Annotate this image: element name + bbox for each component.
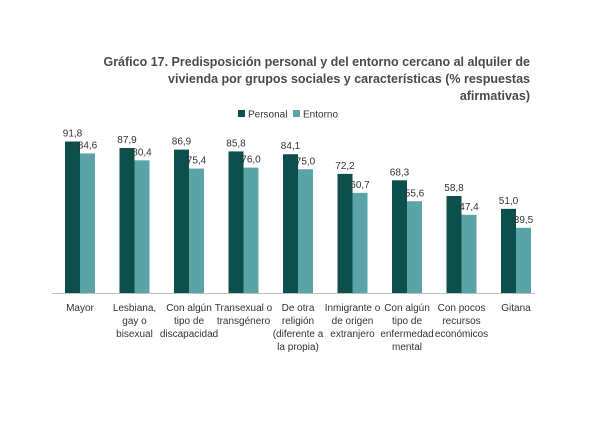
value-label-entorno-8: 39,5 bbox=[514, 215, 534, 226]
chart-title-line-1: Gráfico 17. Predisposición personal y de… bbox=[103, 55, 530, 69]
chart-title-line-2: vivienda por grupos sociales y caracterí… bbox=[168, 72, 530, 103]
x-tick-label-4: De otra religión (diferente a la propia) bbox=[273, 303, 324, 353]
value-label-personal-2: 86,9 bbox=[172, 137, 192, 148]
x-tick-label-7: Con pocos recursos económicos bbox=[435, 303, 488, 340]
value-label-entorno-5: 60,7 bbox=[350, 180, 370, 191]
bar-entorno-7 bbox=[461, 214, 477, 293]
bar-entorno-5 bbox=[352, 192, 368, 293]
bar-entorno-2 bbox=[189, 168, 204, 293]
bar-entorno-4 bbox=[298, 169, 313, 293]
value-label-personal-5: 72,2 bbox=[335, 161, 355, 172]
x-tick-label-0: Mayor bbox=[66, 303, 94, 314]
bar-personal-7 bbox=[446, 195, 462, 293]
chart-title: Gráfico 17. Predisposición personal y de… bbox=[100, 54, 530, 105]
value-label-personal-8: 51,0 bbox=[499, 196, 519, 207]
legend-swatch-personal bbox=[238, 110, 245, 117]
bar-entorno-8 bbox=[516, 227, 531, 293]
x-tick-label-6: Con algún tipo de enfermedad mental bbox=[380, 303, 433, 353]
bar-personal-3 bbox=[228, 151, 244, 293]
value-label-entorno-0: 84,6 bbox=[78, 140, 98, 151]
value-label-entorno-2: 75,4 bbox=[187, 156, 207, 167]
x-tick-label-2: Con algún tipo de discapacidad bbox=[160, 303, 218, 340]
bar-personal-5 bbox=[337, 173, 353, 293]
x-tick-label-1: Lesbiana, gay o bisexual bbox=[113, 303, 156, 340]
value-label-personal-3: 85,8 bbox=[226, 138, 246, 149]
value-label-personal-0: 91,8 bbox=[63, 129, 83, 140]
value-label-entorno-6: 55,6 bbox=[405, 188, 425, 199]
value-label-entorno-4: 75,0 bbox=[296, 156, 316, 167]
bar-entorno-6 bbox=[407, 201, 422, 293]
bar-personal-8 bbox=[501, 208, 516, 293]
legend-label-personal: Personal bbox=[248, 110, 287, 121]
value-label-personal-6: 68,3 bbox=[390, 167, 410, 178]
x-tick-label-5: Inmigrante o de origen extranjero bbox=[325, 303, 381, 340]
bar-personal-4 bbox=[283, 154, 298, 293]
bar-entorno-1 bbox=[134, 160, 150, 293]
x-tick-label-3: Transexual o transgénero bbox=[215, 303, 273, 327]
legend-swatch-entorno bbox=[293, 110, 300, 117]
bar-personal-6 bbox=[392, 180, 407, 293]
bar-entorno-3 bbox=[243, 167, 259, 293]
value-label-personal-1: 87,9 bbox=[117, 135, 137, 146]
bar-personal-0 bbox=[65, 141, 80, 293]
bars: 91,884,6 87,980,4 86,9 75,4 85,8 76,0 84,1 75,0… bbox=[63, 129, 534, 293]
value-label-personal-7: 58,8 bbox=[444, 183, 464, 194]
value-label-entorno-3: 76,0 bbox=[241, 155, 261, 166]
value-label-entorno-7: 47,4 bbox=[459, 202, 479, 213]
x-tick-label-8: Gitana bbox=[501, 303, 531, 314]
legend: Personal Entorno bbox=[238, 110, 338, 121]
legend-label-entorno: Entorno bbox=[303, 110, 338, 121]
bar-personal-1 bbox=[119, 147, 135, 293]
bar-personal-2 bbox=[174, 149, 189, 293]
bar-entorno-0 bbox=[80, 153, 95, 293]
value-label-personal-4: 84,1 bbox=[281, 141, 301, 152]
value-label-entorno-1: 80,4 bbox=[132, 147, 152, 158]
